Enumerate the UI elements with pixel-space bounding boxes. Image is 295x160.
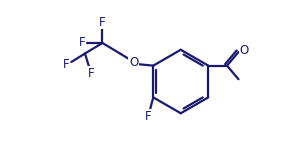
Text: F: F <box>145 110 151 123</box>
Text: O: O <box>239 44 249 57</box>
Text: F: F <box>99 16 106 29</box>
Text: O: O <box>129 56 138 69</box>
Text: F: F <box>88 67 94 80</box>
Text: F: F <box>78 36 85 49</box>
Text: F: F <box>63 58 69 71</box>
